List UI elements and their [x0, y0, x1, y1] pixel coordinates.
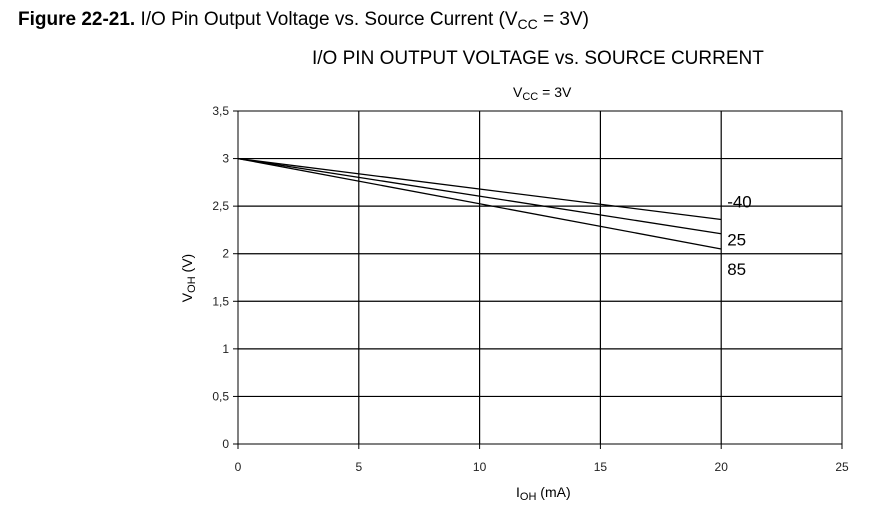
series-line-0	[237, 157, 722, 221]
tick-labels: 0 0,5 1 1,5 2 2,5 3 3,5 0 5 10 15 20 25	[212, 104, 849, 474]
series-lines	[237, 157, 722, 250]
figure-caption-suffix: = 3V)	[537, 9, 589, 30]
x-tick-label: 25	[835, 460, 849, 474]
grid	[238, 111, 842, 444]
figure-number: Figure 22-21.	[18, 9, 136, 30]
series-label-0: -40	[727, 192, 752, 211]
chart-subtitle-subscript: CC	[522, 91, 539, 103]
series-line-2	[237, 157, 722, 250]
plot-frame	[237, 110, 843, 445]
y-tick-label: 2,5	[212, 199, 229, 213]
y-tick-label: 2	[222, 247, 229, 261]
chart-subtitle-rest: = 3V	[538, 84, 572, 100]
x-tick-label: 5	[355, 460, 362, 474]
x-axis-label-main: I	[516, 484, 520, 500]
x-tick-label: 20	[715, 460, 729, 474]
y-tick-label: 1	[222, 342, 229, 356]
axes	[233, 110, 843, 449]
series-label-2: 85	[727, 260, 746, 279]
y-tick-label: 0,5	[212, 389, 229, 403]
x-tick-label: 0	[235, 460, 242, 474]
figure-caption: Figure 22-21. I/O Pin Output Voltage vs.…	[18, 9, 589, 32]
figure-caption-subscript: CC	[517, 16, 538, 32]
y-tick-label: 0	[222, 437, 229, 451]
x-tick-label: 10	[473, 460, 487, 474]
y-tick-label: 3	[222, 152, 229, 166]
series-line-1	[237, 157, 722, 235]
chart-subtitle: VCC = 3V	[513, 84, 572, 103]
chart-title: I/O PIN OUTPUT VOLTAGE vs. SOURCE CURREN…	[312, 48, 764, 69]
series-labels: -40 25 85	[727, 192, 752, 278]
x-axis-label-rest: (mA)	[536, 484, 571, 500]
x-tick-label: 15	[594, 460, 608, 474]
series-label-1: 25	[727, 231, 746, 250]
figure-caption-text: I/O Pin Output Voltage vs. Source Curren…	[135, 9, 518, 30]
x-axis-label: IOH (mA)	[516, 484, 571, 503]
x-axis-label-subscript: OH	[519, 491, 537, 503]
y-tick-label: 1,5	[212, 294, 229, 308]
y-tick-label: 3,5	[212, 104, 229, 118]
chart-subtitle-main: V	[513, 84, 523, 100]
